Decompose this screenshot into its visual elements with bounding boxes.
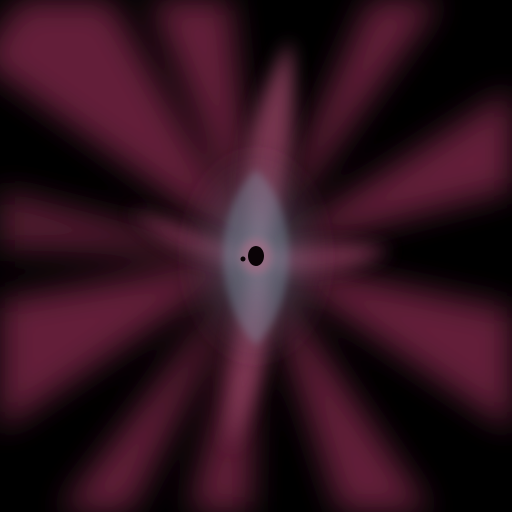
core-dark xyxy=(248,246,264,266)
core xyxy=(240,238,272,274)
core-speck xyxy=(240,256,246,262)
